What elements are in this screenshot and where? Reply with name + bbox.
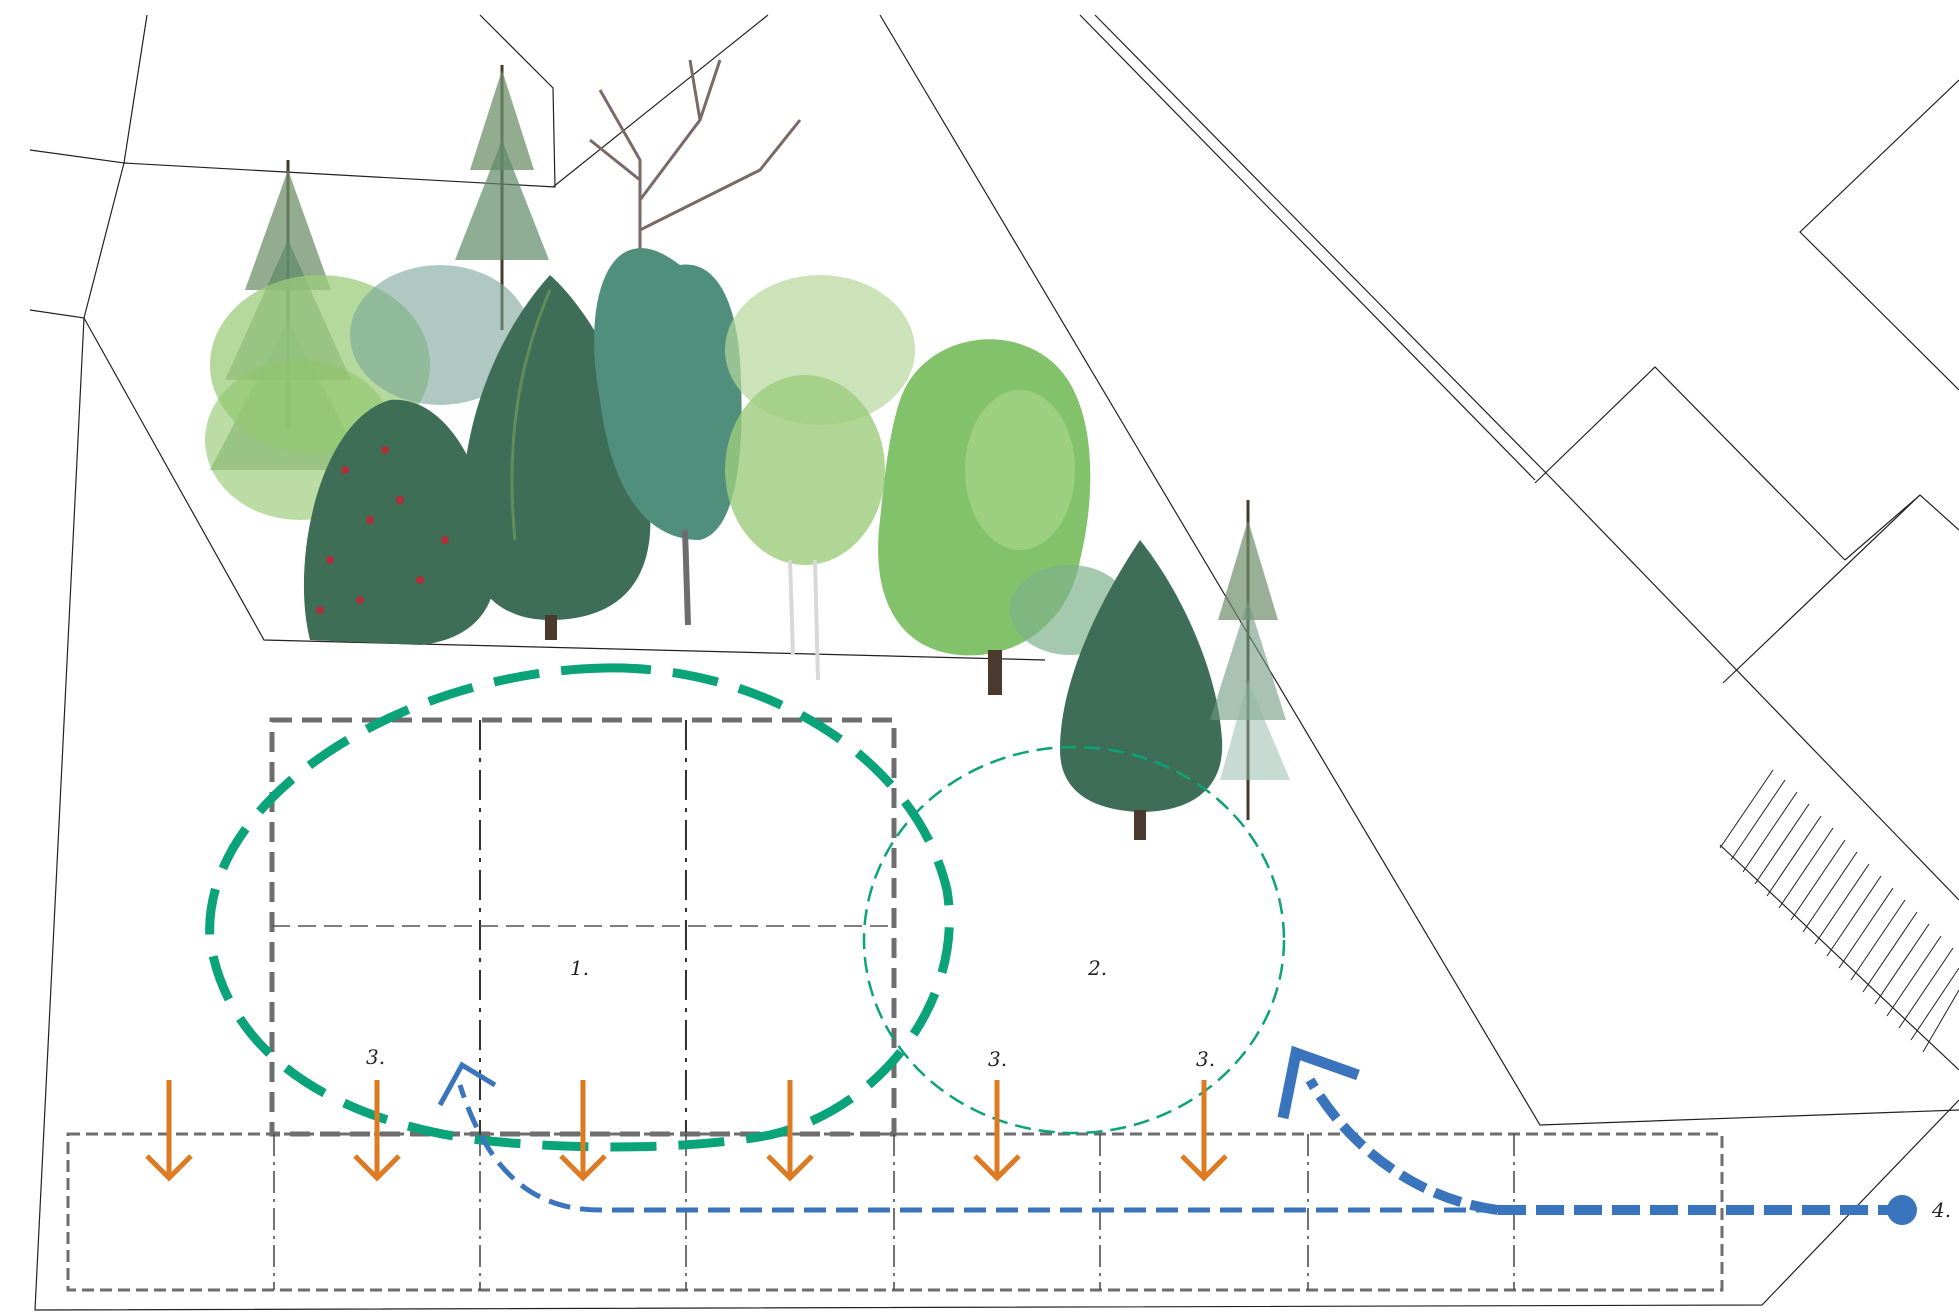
- road-edge: [1094, 14, 1549, 476]
- tree-conifer-thin: [1210, 500, 1290, 820]
- secondary-path: [457, 1084, 1498, 1213]
- tree-group: [205, 59, 1290, 840]
- grid-outline: [66, 1132, 1724, 1292]
- site-context-lines: [29, 14, 1959, 1311]
- circulation-path: [437, 1045, 1900, 1215]
- berry-dots: [316, 446, 449, 614]
- arrow-down-icon: [766, 1080, 814, 1182]
- parcel-line: [123, 14, 556, 188]
- arrow-down-icon: [559, 1080, 607, 1182]
- arrow-down-icon: [973, 1080, 1021, 1182]
- tree-berry-shrub: [303, 399, 496, 645]
- zone-1-label: 1.: [570, 956, 590, 980]
- arrow-down-icon: [1180, 1080, 1228, 1182]
- tree-conifer-front: [1060, 540, 1223, 840]
- lower-grid: [66, 1132, 1724, 1292]
- parcel-line: [552, 14, 769, 188]
- zone-3-label: 3.: [988, 1047, 1008, 1071]
- grid-outline: [269, 717, 897, 1137]
- tree-deciduous-pale: [725, 275, 915, 681]
- zone-3-label: 3.: [366, 1045, 386, 1069]
- road-edge: [1079, 14, 1536, 481]
- arrow-down-icon: [145, 1080, 193, 1182]
- zone-1-loop: [205, 663, 954, 1152]
- building-outline: [1534, 366, 1846, 561]
- main-path-arrowhead: [1277, 1045, 1360, 1120]
- wooded-area-boundary: [83, 317, 1046, 661]
- zone-2-loop: [862, 745, 1286, 1135]
- secondary-path-arrowhead: [437, 1061, 497, 1107]
- building-outline: [1799, 79, 1959, 391]
- zone-2-label: 2.: [1088, 956, 1108, 980]
- stair-hatch: [1719, 769, 1959, 1053]
- tree-deciduous-blue: [350, 265, 530, 405]
- arrow-down-icon: [353, 1080, 401, 1182]
- tree-bare: [589, 59, 802, 300]
- upper-grid: [269, 717, 897, 1137]
- site-boundary: [34, 317, 1959, 1311]
- dot-icon: [1887, 1195, 1917, 1225]
- building-outline: [1719, 844, 1959, 1071]
- building-outline: [1547, 474, 1959, 901]
- flow-arrows: [145, 1080, 1228, 1182]
- tree-columnar-teal: [594, 248, 742, 626]
- entry-label: 4.: [1932, 1198, 1952, 1222]
- parcel-line: [29, 14, 148, 164]
- parcel-line: [29, 162, 125, 319]
- diagonal-boundary: [879, 14, 1959, 1126]
- main-path-curve: [1305, 1077, 1499, 1215]
- zone-3-label: 3.: [1196, 1047, 1216, 1071]
- building-outline: [1722, 494, 1921, 684]
